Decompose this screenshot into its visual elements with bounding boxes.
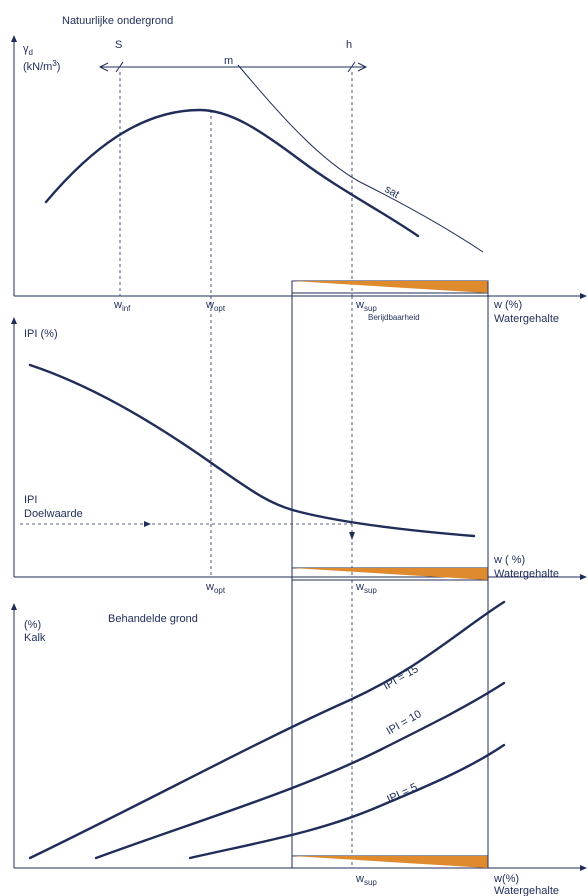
tick-wopt-1: wopt <box>205 299 226 313</box>
label-berijdbaarheid: Berijdbaarheid <box>368 313 420 322</box>
panel3-xlabel: Watergehalte <box>494 885 559 896</box>
ipi-curve <box>28 363 476 538</box>
panel2-ylabel: IPI (%) <box>24 328 58 340</box>
panel3-title: Behandelde grond <box>108 613 198 625</box>
panel3-ylabel: Kalk <box>24 632 46 644</box>
panel1-xlabel-w: w (%) <box>493 299 522 311</box>
wedge-fill-2 <box>292 568 488 580</box>
label-m: m <box>224 55 233 67</box>
label-ipi-5: IPI = 5 <box>385 781 419 805</box>
tick-h-mark <box>347 61 356 73</box>
curve-ipi-15 <box>28 600 506 860</box>
tick-winf: winf <box>113 299 131 313</box>
tick-wsup-3: wsup <box>355 873 377 887</box>
range-arrow-left <box>98 62 109 72</box>
panel2-xlabel: Watergehalte <box>494 568 559 580</box>
curve-ipi-5 <box>188 743 506 860</box>
label-ipi-15: IPI = 15 <box>382 663 421 693</box>
label-sat: sat <box>383 183 402 201</box>
panel1-ylabel-unit: (kN/m3) <box>23 59 60 73</box>
label-ipi-10: IPI = 10 <box>385 708 424 738</box>
tick-wsup-1: wsup <box>355 299 377 313</box>
curve-ipi-10 <box>94 681 506 860</box>
wsup-down-arrow <box>349 532 355 540</box>
label-h: h <box>346 39 352 51</box>
tick-wopt-2: wopt <box>205 581 226 595</box>
tick-wsup-2: wsup <box>355 581 377 595</box>
saturation-line <box>237 64 484 253</box>
doelwaarde-arrow <box>144 521 151 527</box>
panel1-ylabel: γd <box>23 43 33 57</box>
panel1-title: Natuurlijke ondergrond <box>62 15 173 27</box>
proctor-curve <box>44 108 420 238</box>
range-arrow-right <box>357 62 368 72</box>
wedge-fill-1 <box>292 281 488 293</box>
wedge-fill-3 <box>292 856 488 868</box>
panel3-ylabel-pct: (%) <box>24 619 41 631</box>
label-s: S <box>115 39 122 51</box>
tick-s-mark <box>115 61 124 73</box>
panel1-xlabel: Watergehalte <box>494 313 559 325</box>
panel2-xlabel-w: w ( %) <box>493 554 525 566</box>
ipi-target-label: IPI <box>24 494 37 506</box>
doelwaarde-label: Doelwaarde <box>24 508 83 520</box>
panel3-xlabel-w: w(%) <box>493 873 519 885</box>
